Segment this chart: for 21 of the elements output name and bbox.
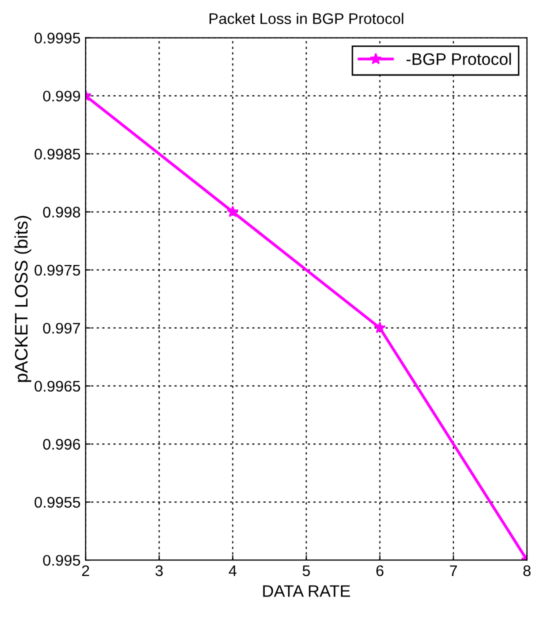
y-tick-label: 0.9955 [34,496,80,508]
y-tick-label: 0.9965 [34,380,80,392]
y-tick-label: 0.995 [43,554,80,566]
x-axis-title: DATA RATE [263,585,350,597]
legend-label: -BGP Protocol [406,52,511,66]
y-tick-label: 0.9985 [34,148,80,160]
x-tick-label: 3 [155,565,163,576]
chart-title: Packet Loss in BGP Protocol [210,12,404,24]
y-tick-label: 0.9975 [34,264,80,276]
x-tick-label: 4 [228,565,237,576]
y-tick-label: 0.999 [43,90,80,102]
y-tick-label: 0.996 [43,438,80,450]
x-tick-label: 2 [82,565,90,576]
x-tick-label: 5 [302,565,310,576]
x-tick-label: 6 [376,565,384,576]
y-axis-title: pACKET LOSS (bits) [14,216,32,382]
x-tick-label: 8 [523,565,531,576]
y-tick-label: 0.997 [43,322,80,334]
x-tick-label: 7 [450,565,457,576]
y-tick-label: 0.998 [43,206,80,218]
y-tick-label: 0.9995 [34,32,80,44]
